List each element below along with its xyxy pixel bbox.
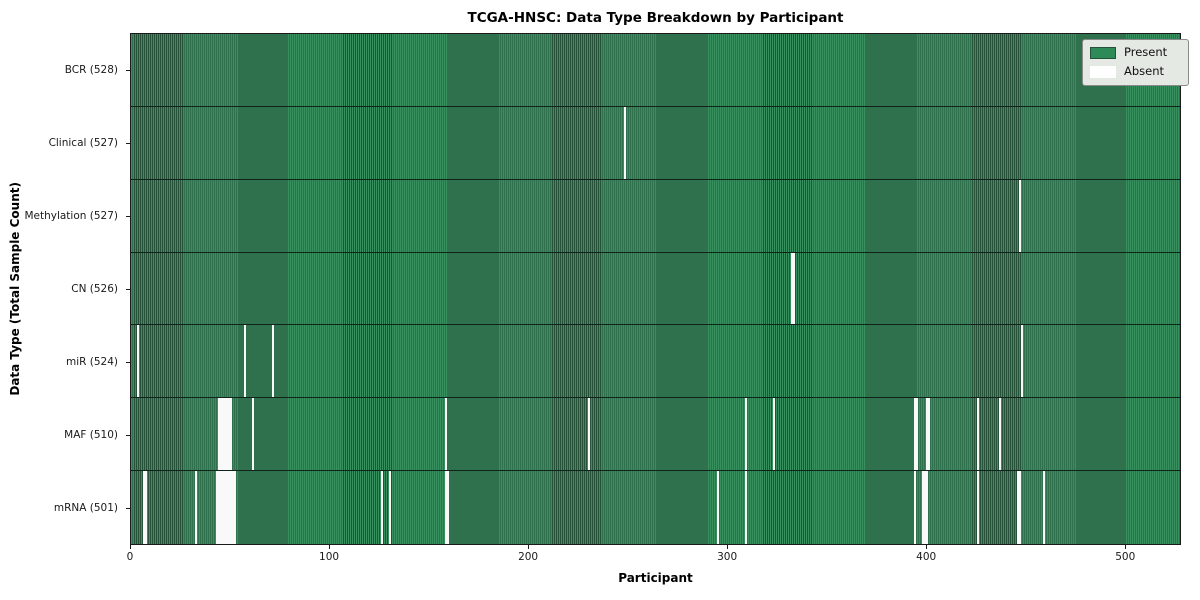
y-tick-mark: [126, 215, 130, 217]
absent-stripe: [228, 398, 231, 471]
absent-stripe: [226, 471, 229, 544]
absent-stripe: [1021, 325, 1024, 398]
x-tick-mark: [1125, 545, 1127, 549]
absent-stripe: [194, 471, 197, 544]
absent-stripe: [230, 471, 233, 544]
absent-stripe: [921, 471, 924, 544]
x-tick-label: 200: [518, 551, 539, 563]
absent-stripe: [790, 252, 793, 325]
legend-label: Absent: [1124, 64, 1165, 78]
y-tick-mark: [126, 362, 130, 364]
absent-stripe: [744, 471, 747, 544]
y-tick-label: BCR (528): [64, 63, 118, 76]
x-tick-label: 300: [717, 551, 738, 563]
heatmap-row-mrna: [131, 471, 1180, 544]
x-tick-label: 500: [1115, 551, 1136, 563]
absent-stripe: [252, 398, 255, 471]
legend-entry-present: Present: [1090, 46, 1180, 59]
absent-stripe: [444, 471, 447, 544]
absent-stripe: [744, 398, 747, 471]
absent-stripe: [927, 398, 930, 471]
y-tick-label: CN (526): [71, 283, 118, 295]
absent-stripe: [446, 471, 449, 544]
absent-stripe: [272, 325, 275, 398]
heatmap-row-clinical: [131, 106, 1180, 180]
absent-stripe: [144, 471, 147, 544]
absent-stripe: [216, 471, 219, 544]
absent-stripe: [923, 471, 926, 544]
y-tick-mark: [126, 289, 130, 290]
y-tick-mark: [126, 142, 130, 144]
absent-stripe: [381, 471, 384, 544]
legend-swatch-absent: [1090, 65, 1116, 78]
y-tick-label: miR (524): [65, 356, 118, 369]
heatmap-row-methylation: [131, 179, 1180, 253]
y-tick-mark: [126, 435, 130, 437]
y-tick-label: MAF (510): [64, 429, 118, 442]
absent-stripe: [999, 398, 1002, 471]
absent-stripe: [772, 398, 775, 471]
absent-stripe: [224, 398, 227, 471]
absent-stripe: [792, 252, 795, 325]
x-tick-mark: [130, 545, 131, 549]
absent-stripe: [587, 398, 590, 471]
absent-stripe: [915, 398, 918, 471]
absent-stripe: [224, 471, 227, 544]
absent-stripe: [218, 398, 221, 471]
absent-stripe: [1019, 179, 1022, 252]
absent-stripe: [1017, 471, 1020, 544]
absent-stripe: [234, 471, 237, 544]
heatmap-row-cn: [131, 252, 1180, 326]
absent-stripe: [977, 398, 980, 471]
absent-stripe: [389, 471, 392, 544]
heatmap-row-mir: [131, 325, 1180, 399]
heatmap-plot-area: [130, 33, 1181, 545]
absent-stripe: [1042, 471, 1045, 544]
absent-stripe: [222, 471, 225, 544]
absent-stripe: [220, 471, 223, 544]
y-tick-label: mRNA (501): [53, 502, 118, 515]
x-tick-mark: [926, 545, 928, 549]
x-tick-label: 400: [916, 551, 937, 563]
absent-stripe: [136, 325, 139, 398]
chart-title: TCGA-HNSC: Data Type Breakdown by Partic…: [467, 10, 844, 26]
legend-swatch-present: [1090, 46, 1116, 59]
absent-stripe: [220, 398, 223, 471]
absent-stripe: [913, 471, 916, 544]
absent-stripe: [230, 398, 233, 471]
absent-stripe: [913, 398, 916, 471]
absent-stripe: [925, 471, 928, 544]
heatmap-row-bcr: [131, 34, 1180, 107]
y-tick-mark: [126, 69, 130, 71]
heatmap-row-maf: [131, 398, 1180, 472]
legend: Present Absent: [1082, 39, 1189, 86]
x-tick-mark: [528, 545, 530, 549]
x-axis-label: Participant: [618, 571, 693, 585]
absent-stripe: [218, 471, 221, 544]
absent-stripe: [222, 398, 225, 471]
y-tick-label: Clinical (527): [48, 136, 118, 149]
x-tick-mark: [727, 545, 729, 549]
absent-stripe: [244, 325, 247, 398]
absent-stripe: [977, 471, 980, 544]
y-tick-mark: [126, 508, 130, 510]
x-tick-label: 100: [319, 551, 340, 563]
absent-stripe: [226, 398, 229, 471]
absent-stripe: [228, 471, 231, 544]
absent-stripe: [232, 471, 235, 544]
absent-stripe: [717, 471, 720, 544]
absent-stripe: [623, 106, 626, 179]
absent-stripe: [1019, 471, 1022, 544]
absent-stripe: [142, 471, 145, 544]
x-tick-label: 0: [126, 551, 134, 563]
y-tick-label: Methylation (527): [24, 209, 118, 222]
absent-stripe: [444, 398, 447, 471]
x-tick-mark: [329, 545, 331, 549]
legend-entry-absent: Absent: [1090, 65, 1180, 78]
absent-stripe: [925, 398, 928, 471]
legend-label: Present: [1124, 45, 1168, 59]
